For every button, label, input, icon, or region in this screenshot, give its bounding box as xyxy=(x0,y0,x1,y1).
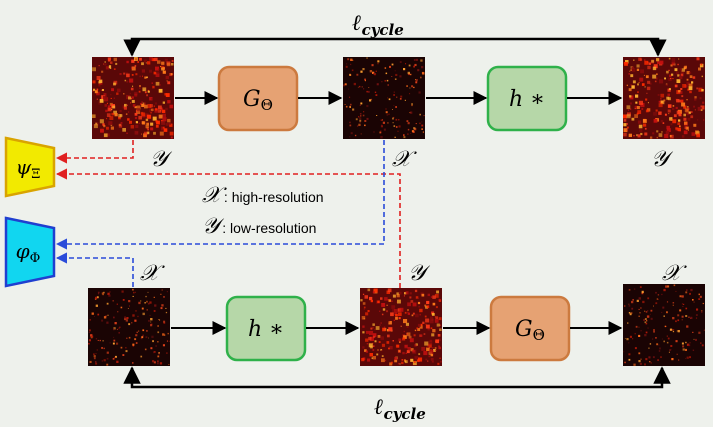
discriminator-psi xyxy=(4,136,56,198)
discriminator-psi-label: ψΞ xyxy=(16,155,41,182)
red-dash-bottom xyxy=(55,168,401,288)
blur-box-bottom xyxy=(225,295,307,362)
discriminator-phi xyxy=(4,216,56,288)
red-dash-top xyxy=(55,140,134,164)
blur-label-bottom: h ∗ xyxy=(248,317,284,342)
image-top-right xyxy=(623,57,705,139)
blue-dash-bottom xyxy=(55,252,134,287)
image-bottom-mid xyxy=(360,288,442,366)
image-bottom-left xyxy=(88,288,170,366)
image-top-left xyxy=(92,57,174,139)
blue-dash-top xyxy=(55,140,385,250)
image-top-mid xyxy=(343,57,425,139)
generator-box-top xyxy=(217,65,299,132)
generator-label-bottom: GΘ xyxy=(515,317,545,344)
loss-label-top: ℓcycle xyxy=(352,10,404,39)
generator-label-top: GΘ xyxy=(243,87,273,114)
blur-box-top xyxy=(486,65,568,132)
image-bottom-right xyxy=(623,284,705,366)
generator-box-bottom xyxy=(489,295,571,362)
loss-loop-bottom xyxy=(123,366,671,389)
blur-label-top: h ∗ xyxy=(509,87,545,112)
loss-loop-top xyxy=(123,37,667,57)
loss-label-bottom: ℓcycle xyxy=(374,394,426,423)
discriminator-phi-label: φΦ xyxy=(16,239,41,266)
